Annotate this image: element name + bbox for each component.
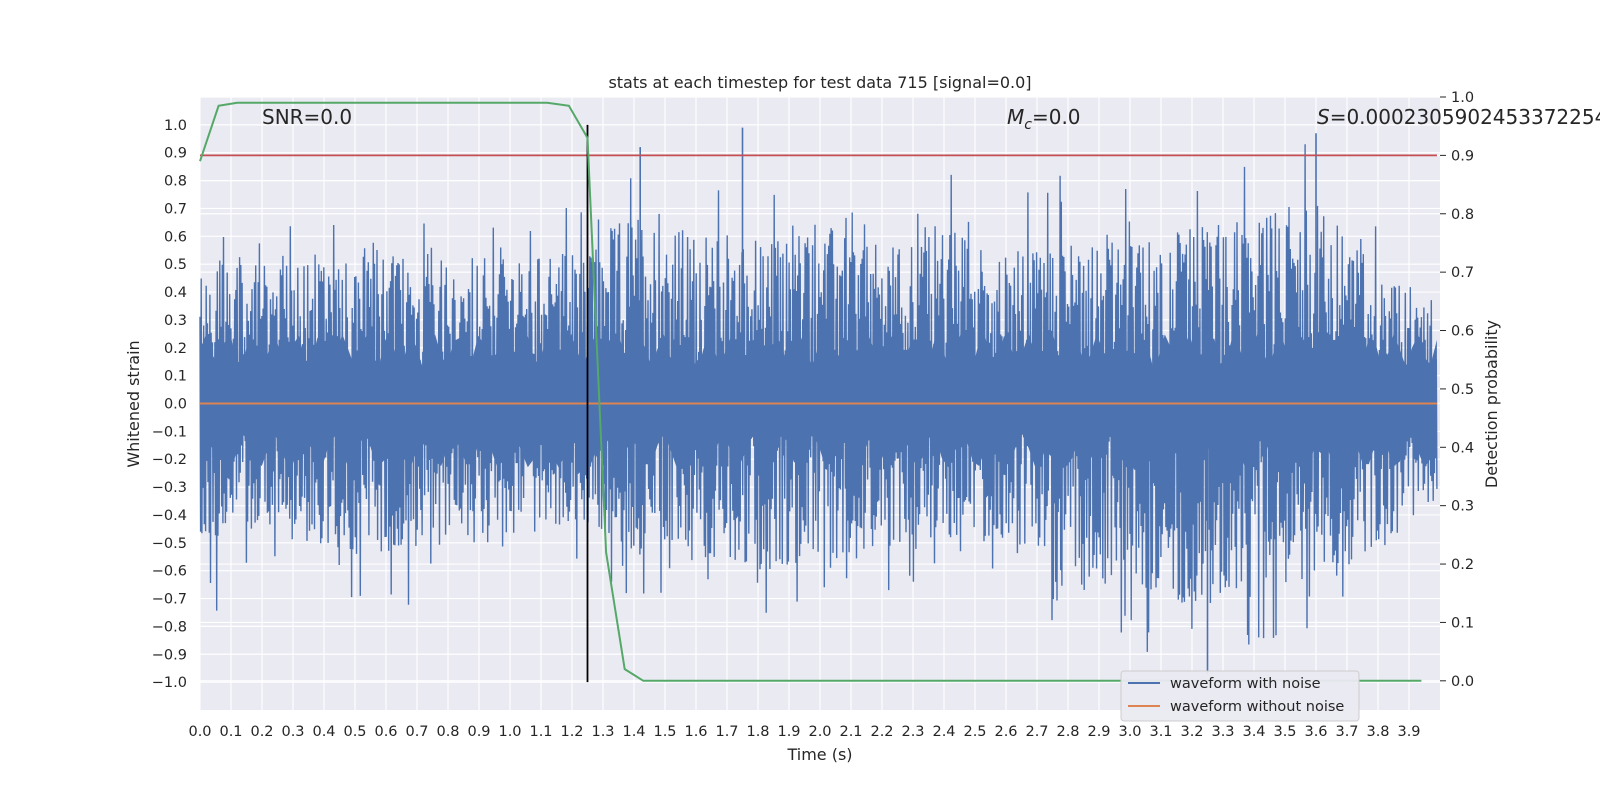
- x-tick-label: 0.8: [436, 724, 459, 740]
- y-tick-label: −0.2: [152, 452, 187, 468]
- y-tick-label: 0.6: [164, 229, 187, 245]
- x-tick-label: 1.3: [591, 724, 614, 740]
- x-tick-label: 3.2: [1180, 724, 1203, 740]
- y-tick-label: 1.0: [164, 118, 187, 134]
- x-tick-labels: 0.0 0.1 0.2 0.3 0.4 0.5 0.6 0.7 0.8 0.9 1.0 1.1 1.2 1…: [188, 724, 1420, 740]
- y-tick-label: −0.4: [152, 508, 187, 524]
- x-tick-label: 1.1: [529, 724, 552, 740]
- x-tick-label: 1.8: [746, 724, 769, 740]
- y-tick-label: −0.1: [152, 424, 187, 440]
- y-tick-label: 0.4: [164, 285, 187, 301]
- y-tick-label: −0.8: [152, 619, 187, 635]
- x-tick-label: 2.4: [932, 724, 955, 740]
- x-tick-label: 1.5: [653, 724, 676, 740]
- mc-symbol: M: [1007, 105, 1024, 129]
- x-tick-label: 2.8: [1056, 724, 1079, 740]
- x-tick-label: 0.0: [188, 724, 211, 740]
- y2-tick-label: 0.1: [1451, 615, 1474, 631]
- x-tick-label: 3.7: [1335, 724, 1358, 740]
- y-tick-label: −0.9: [152, 647, 187, 663]
- x-tick-label: 2.0: [808, 724, 831, 740]
- x-tick-label: 0.6: [374, 724, 397, 740]
- x-tick-label: 0.5: [343, 724, 366, 740]
- x-tick-label: 2.9: [1087, 724, 1110, 740]
- x-tick-label: 0.2: [250, 724, 273, 740]
- x-tick-label: 3.1: [1149, 724, 1172, 740]
- y-tick-label: −0.3: [152, 480, 187, 496]
- overlay-lines: [199, 101, 1437, 683]
- y-tick-label: −0.5: [152, 536, 187, 552]
- chart-title: stats at each timestep for test data 715…: [608, 73, 1031, 92]
- legend-label-noise: waveform with noise: [1170, 676, 1321, 692]
- legend-box: [1120, 670, 1360, 722]
- x-tick-label: 0.7: [405, 724, 428, 740]
- y2-tick-label: 0.6: [1451, 324, 1474, 340]
- y2-tick-label: 0.9: [1451, 148, 1474, 164]
- x-tick-label: 3.5: [1273, 724, 1296, 740]
- y-tick-label: −1.0: [152, 675, 187, 691]
- mc-value: =0.0: [1032, 105, 1081, 129]
- noise-series-group: [199, 127, 1438, 674]
- legend: waveform with noise waveform without noi…: [1120, 670, 1360, 722]
- y-tick-label: 0.8: [164, 174, 187, 190]
- x-tick-label: 3.0: [1118, 724, 1141, 740]
- y-tick-label: 0.5: [164, 257, 187, 273]
- x-tick-label: 2.2: [870, 724, 893, 740]
- x-tick-label: 1.6: [684, 724, 707, 740]
- detection-probability-line: [199, 101, 1422, 682]
- y-tick-label: 0.3: [164, 313, 187, 329]
- y2-tick-label: 0.2: [1451, 557, 1474, 573]
- x-tick-label: 2.5: [963, 724, 986, 740]
- mc-annotation: Mc=0.0: [1007, 105, 1081, 133]
- x-tick-label: 0.9: [467, 724, 490, 740]
- x-tick-label: 2.3: [901, 724, 924, 740]
- y2-tick-labels: 1.0 0.9 0.8 0.7 0.6 0.5 0.4 0.3 0.2 0.1 0.0: [1440, 90, 1474, 690]
- y-tick-label: 0.1: [164, 369, 187, 385]
- mc-subscript: c: [1024, 117, 1032, 133]
- x-tick-label: 0.3: [281, 724, 304, 740]
- y-tick-label: 0.2: [164, 341, 187, 357]
- y-tick-label: 0.9: [164, 146, 187, 162]
- x-tick-label: 3.4: [1242, 724, 1265, 740]
- x-tick-label: 3.3: [1211, 724, 1234, 740]
- y2-tick-label: 0.0: [1451, 674, 1474, 690]
- y2-tick-label: 0.7: [1451, 265, 1474, 281]
- y-tick-label: −0.6: [152, 564, 187, 580]
- x-tick-label: 1.2: [560, 724, 583, 740]
- x-tick-label: 2.6: [994, 724, 1017, 740]
- x-axis-label: Time (s): [786, 745, 852, 764]
- y-tick-label: −0.7: [152, 592, 187, 608]
- y2-tick-label: 0.3: [1451, 499, 1474, 515]
- x-tick-label: 3.9: [1397, 724, 1420, 740]
- x-tick-label: 1.7: [715, 724, 738, 740]
- y2-axis-label: Detection probability: [1482, 320, 1501, 488]
- x-tick-label: 1.4: [622, 724, 645, 740]
- y2-tick-label: 0.8: [1451, 207, 1474, 223]
- y2-tick-label: 0.4: [1451, 440, 1474, 456]
- y-axis-label: Whitened strain: [124, 340, 143, 467]
- x-tick-label: 3.6: [1304, 724, 1327, 740]
- legend-label-clean: waveform without noise: [1170, 699, 1344, 715]
- x-tick-label: 2.7: [1025, 724, 1048, 740]
- x-tick-label: 3.8: [1366, 724, 1389, 740]
- x-tick-label: 0.1: [219, 724, 242, 740]
- x-tick-label: 1.0: [498, 724, 521, 740]
- y-tick-labels: 1.0 0.9 0.8 0.7 0.6 0.5 0.4 0.3 0.2 0.1 0.0 −0.1 −0.…: [152, 118, 187, 691]
- s-value: =0.00023059024533722547: [1330, 105, 1600, 129]
- y2-tick-label: 1.0: [1451, 90, 1474, 106]
- waveform-with-noise-band: [200, 333, 1437, 468]
- y2-tick-label: 0.5: [1451, 382, 1474, 398]
- x-tick-label: 2.1: [839, 724, 862, 740]
- y-tick-label: 0.0: [164, 397, 187, 413]
- s-annotation: S=0.00023059024533722547: [1317, 105, 1600, 129]
- snr-annotation: SNR=0.0: [262, 105, 352, 129]
- y-tick-label: 0.7: [164, 201, 187, 217]
- x-tick-label: 0.4: [312, 724, 335, 740]
- x-tick-label: 1.9: [777, 724, 800, 740]
- s-symbol: S: [1317, 105, 1330, 129]
